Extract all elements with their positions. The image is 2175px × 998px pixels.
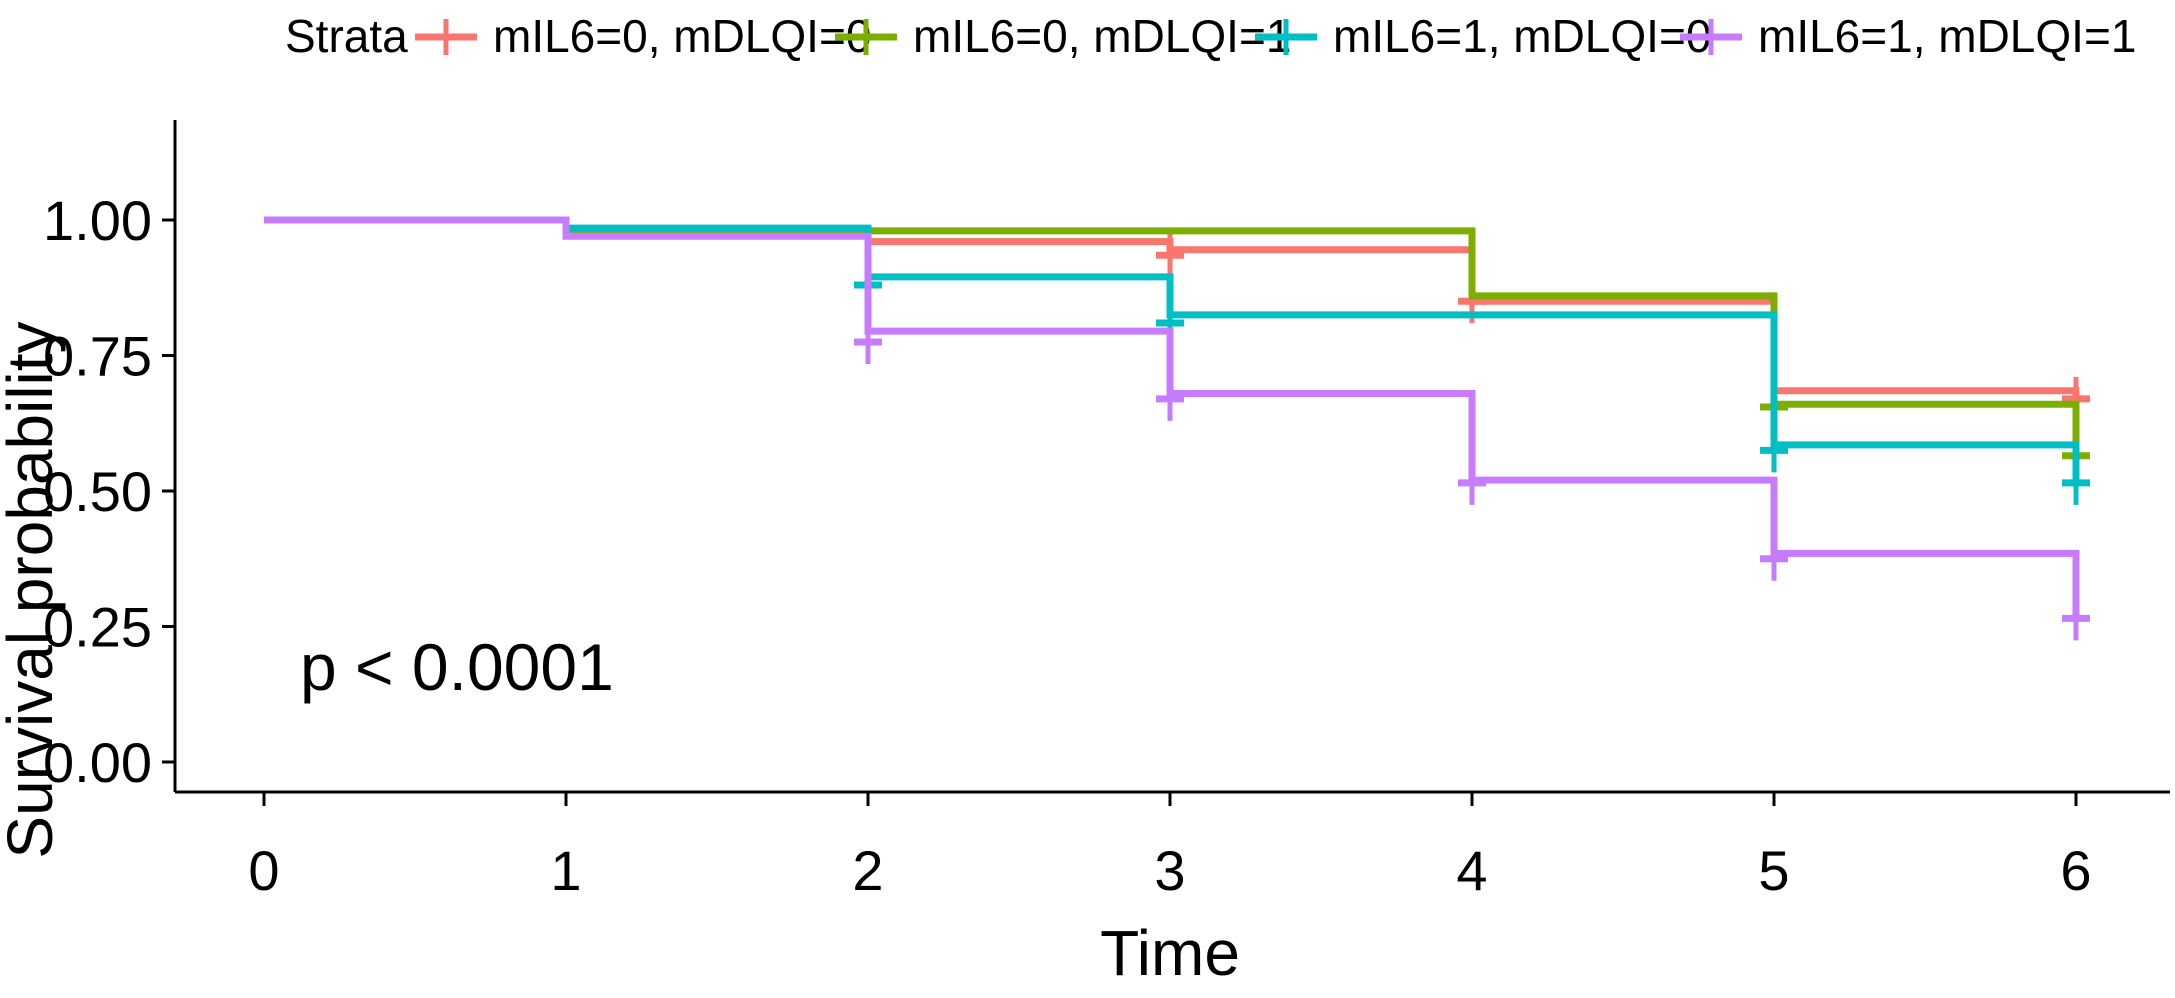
legend-label: mIL6=0, mDLQI=1 [913,10,1291,62]
series-layer [264,216,2090,641]
legend: Strata mIL6=0, mDLQI=0 mIL6=0, mDLQI=1 mIL… [285,10,2136,62]
x-tick-label: 0 [248,839,279,902]
y-tick-label: 0.75 [43,325,152,388]
y-tick-label: 0.25 [43,596,152,659]
legend-label: mIL6=1, mDLQI=1 [1758,10,2136,62]
x-ticks: 0 1 2 3 4 5 6 [248,792,2092,902]
x-tick-label: 4 [1456,839,1487,902]
y-tick-label: 1.00 [43,189,152,252]
x-tick-label: 6 [2060,839,2091,902]
p-value-annotation: p < 0.0001 [300,630,614,704]
y-tick-label: 0.50 [43,460,152,523]
x-tick-label: 2 [852,839,883,902]
x-tick-label: 3 [1154,839,1185,902]
y-tick-label: 0.00 [43,731,152,794]
x-axis-title: Time [1100,917,1240,989]
y-axis-title: Survival probability [0,321,66,858]
legend-label: mIL6=1, mDLQI=0 [1333,10,1711,62]
legend-label: mIL6=0, mDLQI=0 [493,10,871,62]
x-tick-label: 1 [550,839,581,902]
legend-title: Strata [285,10,408,62]
y-ticks: 0.00 0.25 0.50 0.75 1.00 [43,189,175,794]
x-tick-label: 5 [1758,839,1789,902]
